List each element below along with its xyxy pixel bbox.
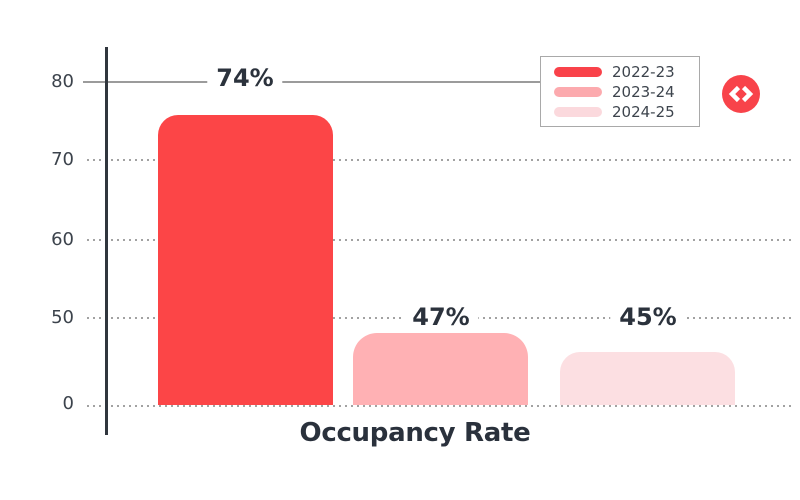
y-tick-70: 70	[51, 149, 74, 170]
legend-item-2022-23[interactable]: 2022-23	[554, 64, 699, 80]
gridline-0	[87, 405, 793, 407]
y-tick-80: 80	[51, 71, 74, 92]
gridline-60	[87, 239, 793, 241]
legend-label: 2023-24	[612, 82, 675, 101]
value-label-2022-23: 74%	[207, 63, 283, 93]
y-tick-50: 50	[51, 307, 74, 328]
gridline-80	[83, 81, 540, 83]
embed-code-button[interactable]	[722, 75, 760, 113]
legend-swatch-2024-25	[554, 106, 602, 117]
legend-swatch-2022-23	[554, 66, 602, 77]
chart-title: Occupancy Rate	[299, 418, 531, 448]
y-tick-60: 60	[51, 229, 74, 250]
value-label-2024-25: 45%	[610, 302, 686, 332]
value-label-2023-24: 47%	[403, 302, 479, 332]
bar-2023-24	[353, 333, 528, 405]
bar-2024-25	[560, 352, 735, 405]
y-axis-line	[105, 47, 108, 435]
legend: 2022-23 2023-24 2024-25	[540, 56, 700, 127]
legend-item-2024-25[interactable]: 2024-25	[554, 104, 699, 120]
legend-item-2023-24[interactable]: 2023-24	[554, 84, 699, 100]
y-tick-0: 0	[62, 393, 74, 414]
gridline-70	[87, 159, 793, 161]
code-icon	[728, 85, 754, 103]
legend-label: 2024-25	[612, 102, 675, 121]
bar-2022-23	[158, 115, 333, 405]
legend-label: 2022-23	[612, 62, 675, 81]
legend-swatch-2023-24	[554, 86, 602, 97]
